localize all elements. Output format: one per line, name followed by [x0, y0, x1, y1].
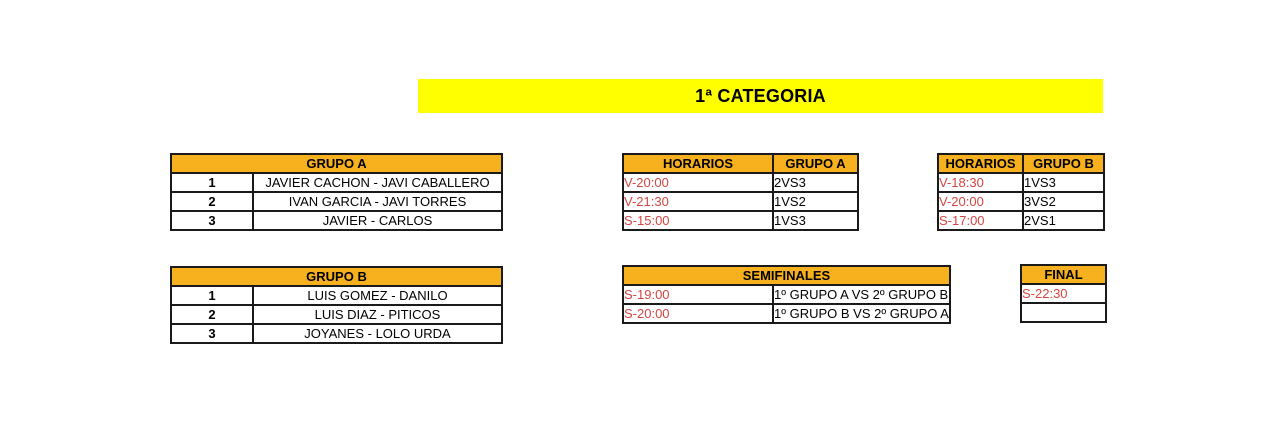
table-row: V-18:30 1VS3: [937, 172, 1105, 193]
table-row: 2 LUIS DIAZ - PITICOS: [170, 304, 503, 325]
table-row: V-20:00 2VS3: [622, 172, 859, 193]
horarios-a-group-header: GRUPO A: [772, 153, 859, 174]
match-time: V-21:30: [622, 191, 774, 212]
match-time: V-18:30: [937, 172, 1024, 193]
pair-name: JAVIER CACHON - JAVI CABALLERO: [252, 172, 503, 193]
final-header: FINAL: [1020, 264, 1107, 285]
match-pairing: 1VS2: [772, 191, 859, 212]
seed-number: 1: [170, 285, 254, 306]
seed-number: 2: [170, 191, 254, 212]
semifinal-matchup: 1º GRUPO B VS 2º GRUPO A: [772, 303, 951, 324]
empty-cell: [1020, 302, 1107, 323]
table-row: 1 JAVIER CACHON - JAVI CABALLERO: [170, 172, 503, 193]
horarios-grupo-a-table: HORARIOS GRUPO A V-20:00 2VS3 V-21:30 1V…: [622, 153, 859, 231]
category-banner: 1ª CATEGORIA: [418, 79, 1103, 113]
seed-number: 3: [170, 323, 254, 344]
match-time: S-20:00: [622, 303, 774, 324]
table-row: S-19:00 1º GRUPO A VS 2º GRUPO B: [622, 284, 951, 305]
table-row: S-20:00 1º GRUPO B VS 2º GRUPO A: [622, 303, 951, 324]
match-pairing: 2VS1: [1022, 210, 1105, 231]
grupo-a-table: GRUPO A 1 JAVIER CACHON - JAVI CABALLERO…: [170, 153, 503, 231]
horarios-b-group-header: GRUPO B: [1022, 153, 1105, 174]
match-pairing: 2VS3: [772, 172, 859, 193]
semifinales-table: SEMIFINALES S-19:00 1º GRUPO A VS 2º GRU…: [622, 265, 951, 324]
table-row: S-22:30: [1020, 283, 1107, 304]
match-pairing: 1VS3: [1022, 172, 1105, 193]
match-time: S-22:30: [1020, 283, 1107, 304]
match-time: V-20:00: [937, 191, 1024, 212]
table-row: 3 JAVIER - CARLOS: [170, 210, 503, 231]
final-table: FINAL S-22:30: [1020, 264, 1107, 323]
grupo-a-header: GRUPO A: [170, 153, 503, 174]
pair-name: LUIS GOMEZ - DANILO: [252, 285, 503, 306]
seed-number: 3: [170, 210, 254, 231]
semifinal-matchup: 1º GRUPO A VS 2º GRUPO B: [772, 284, 951, 305]
match-time: V-20:00: [622, 172, 774, 193]
table-row: S-17:00 2VS1: [937, 210, 1105, 231]
seed-number: 1: [170, 172, 254, 193]
pair-name: IVAN GARCIA - JAVI TORRES: [252, 191, 503, 212]
pair-name: LUIS DIAZ - PITICOS: [252, 304, 503, 325]
match-time: S-17:00: [937, 210, 1024, 231]
pair-name: JAVIER - CARLOS: [252, 210, 503, 231]
horarios-b-time-header: HORARIOS: [937, 153, 1024, 174]
category-title: 1ª CATEGORIA: [695, 85, 826, 106]
table-row: [1020, 302, 1107, 323]
table-row: S-15:00 1VS3: [622, 210, 859, 231]
match-time: S-19:00: [622, 284, 774, 305]
seed-number: 2: [170, 304, 254, 325]
table-row: 1 LUIS GOMEZ - DANILO: [170, 285, 503, 306]
match-pairing: 1VS3: [772, 210, 859, 231]
grupo-b-table: GRUPO B 1 LUIS GOMEZ - DANILO 2 LUIS DIA…: [170, 266, 503, 344]
grupo-b-header: GRUPO B: [170, 266, 503, 287]
semifinales-header: SEMIFINALES: [622, 265, 951, 286]
table-row: 2 IVAN GARCIA - JAVI TORRES: [170, 191, 503, 212]
table-row: V-20:00 3VS2: [937, 191, 1105, 212]
horarios-grupo-b-table: HORARIOS GRUPO B V-18:30 1VS3 V-20:00 3V…: [937, 153, 1105, 231]
table-row: V-21:30 1VS2: [622, 191, 859, 212]
horarios-a-time-header: HORARIOS: [622, 153, 774, 174]
table-row: 3 JOYANES - LOLO URDA: [170, 323, 503, 344]
match-pairing: 3VS2: [1022, 191, 1105, 212]
pair-name: JOYANES - LOLO URDA: [252, 323, 503, 344]
match-time: S-15:00: [622, 210, 774, 231]
